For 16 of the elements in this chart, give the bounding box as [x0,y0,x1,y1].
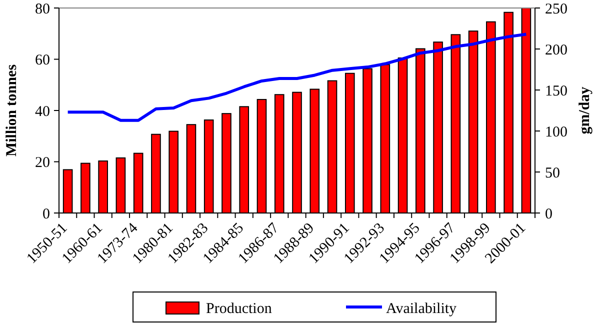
legend-label: Availability [386,301,458,317]
y2-tick-label: 50 [545,165,560,182]
y2-tick-label: 100 [545,124,568,140]
y-tick-label: 80 [35,1,50,18]
y2-tick-label: 250 [545,1,568,18]
y-tick-label: 40 [35,104,50,120]
y-tick-label: 20 [35,155,50,171]
line-series [66,32,528,122]
y2-tick-label: 200 [545,42,568,58]
y2-tick-label: 0 [545,206,552,222]
legend-label: Production [206,301,272,317]
y2-tick-label: 150 [545,83,568,100]
y2-axis-title: gm/day [577,86,593,134]
y-axis-title: Million tonnes [4,64,20,157]
y-tick-label: 0 [42,206,50,222]
y-tick-label: 60 [35,52,50,68]
